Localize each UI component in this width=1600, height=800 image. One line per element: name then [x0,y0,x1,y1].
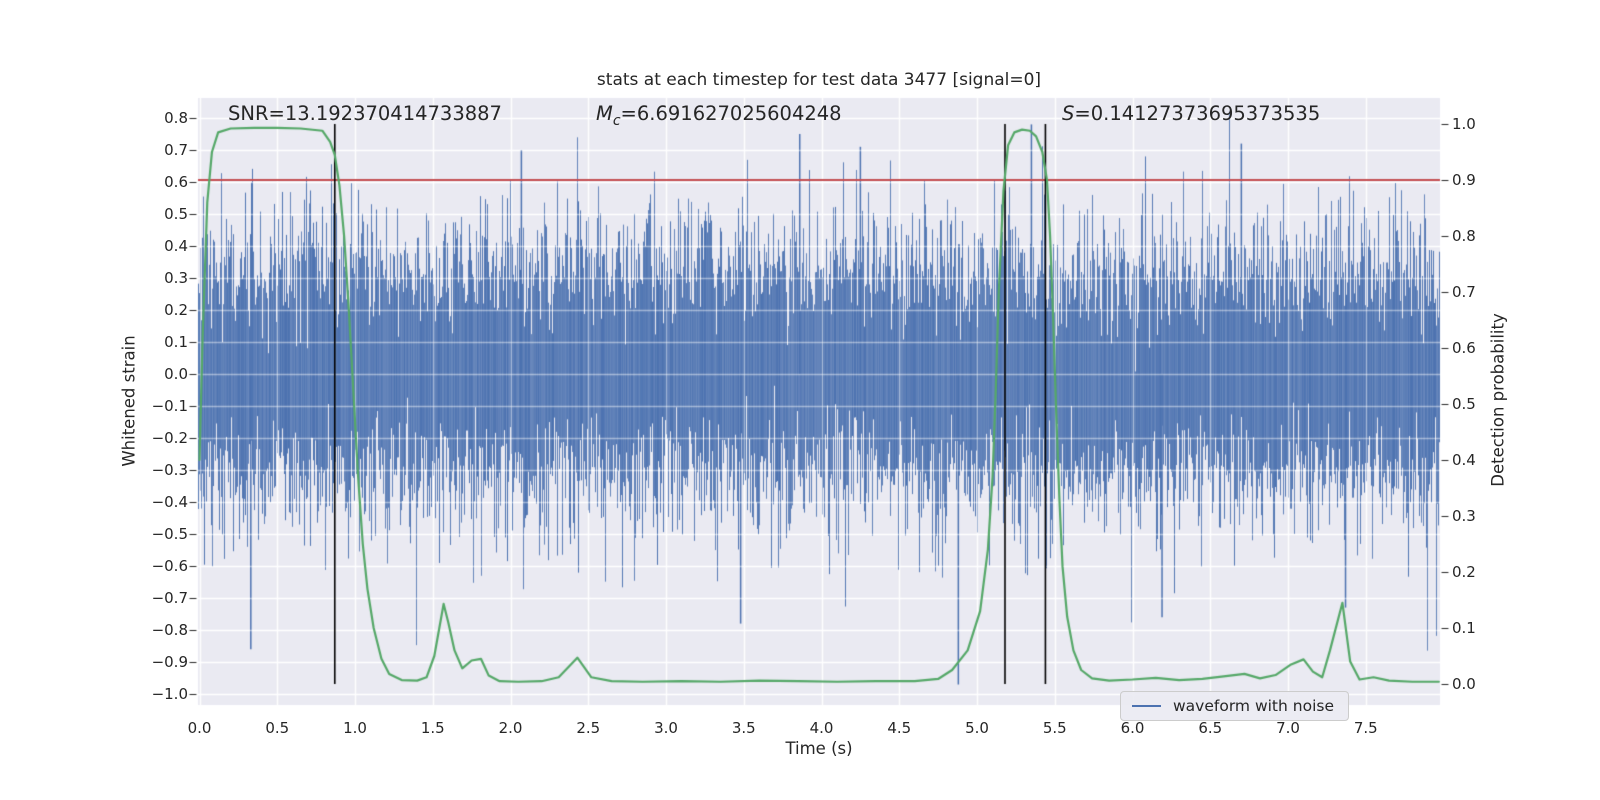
y-tick-label-left: 0.7 [164,141,188,159]
chirp-mass-subscript: c [612,112,621,129]
y-tick-label-left: −0.3 [151,461,188,479]
annotation-s-stat: S=0.14127373695373535 [1062,102,1320,125]
y-tick-label-right: 0.2 [1452,563,1476,581]
s-stat-value: =0.14127373695373535 [1074,102,1321,125]
chart-title: stats at each timestep for test data 347… [596,70,1042,90]
y-tick-label-right: 0.7 [1452,283,1476,301]
y-tick-label-right: 0.4 [1452,451,1476,469]
x-tick-label: 4.0 [809,719,834,737]
x-axis-label: Time (s) [785,739,853,758]
y-tick-label-right: 0.1 [1452,619,1476,637]
y-tick-label-left: −0.2 [151,429,188,447]
y-tick-label-left: 0.4 [164,237,188,255]
s-stat-symbol: S [1062,102,1075,125]
x-tick-label: 5.5 [1042,719,1067,737]
x-tick-label: 2.0 [498,719,523,737]
y-tick-label-left: 0.0 [164,365,188,383]
y-tick-label-left: −0.1 [151,397,188,415]
legend-label: waveform with noise [1173,697,1334,715]
y-tick-label-left: −0.9 [151,653,188,671]
y-tick-label-left: 0.2 [164,301,188,319]
x-tick-label: 4.5 [887,719,912,737]
x-tick-label: 7.5 [1353,719,1378,737]
x-tick-label: 1.5 [420,719,445,737]
y-tick-label-right: 0.5 [1452,395,1476,413]
annotation-chirp-mass: Mc=6.691627025604248 [596,102,842,129]
y-tick-label-right: 0.6 [1452,339,1476,357]
x-tick-label: 3.0 [654,719,678,737]
x-tick-label: 5.0 [965,719,989,737]
legend-line-sample [1132,705,1161,707]
x-tick-label: 6.5 [1198,719,1223,737]
y-tick-label-left: −0.7 [151,589,188,607]
y-tick-label-right: 0.3 [1452,507,1476,525]
x-tick-label: 7.0 [1276,719,1300,737]
legend: waveform with noise [1120,691,1349,721]
y-tick-label-right: 0.9 [1452,171,1476,189]
y-tick-label-left: 0.3 [164,269,188,287]
y-tick-label-left: 0.8 [164,109,188,127]
y-tick-label-left: −0.4 [151,493,188,511]
x-tick-label: 1.0 [343,719,367,737]
annotation-snr: SNR=13.192370414733887 [228,102,502,125]
y-tick-label-right: 1.0 [1452,115,1476,133]
y-tick-label-left: −1.0 [151,685,188,703]
x-tick-label: 0.5 [265,719,290,737]
y-tick-label-right: 0.0 [1452,675,1476,693]
y-tick-label-left: −0.8 [151,621,188,639]
y-tick-label-left: 0.6 [164,173,188,191]
x-tick-label: 3.5 [731,719,756,737]
x-tick-label: 2.5 [576,719,601,737]
x-tick-label: 0.0 [187,719,212,737]
chirp-mass-value: =6.691627025604248 [620,102,842,125]
y-tick-label-left: 0.5 [164,205,188,223]
y-tick-label-right: 0.8 [1452,227,1476,245]
y-tick-label-left: −0.5 [151,525,188,543]
chirp-mass-symbol: M [596,102,613,125]
y-tick-label-left: −0.6 [151,557,188,575]
x-tick-label: 6.0 [1120,719,1145,737]
y-tick-label-left: 0.1 [164,333,188,351]
